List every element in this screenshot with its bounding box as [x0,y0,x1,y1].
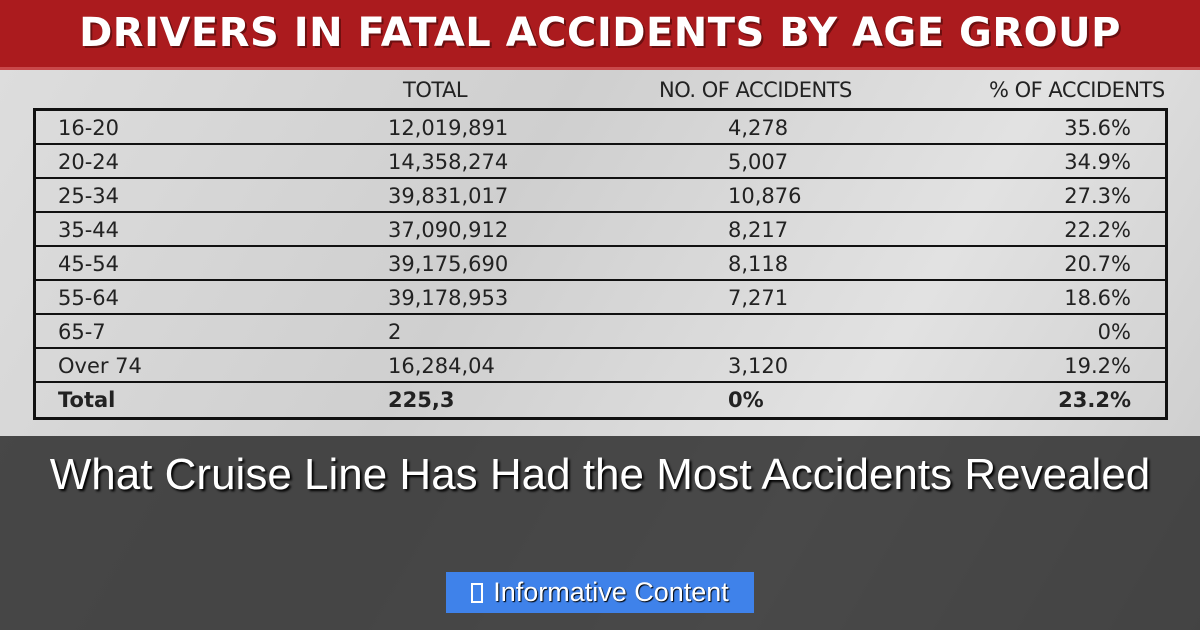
cell-pct: 20.7% [1064,252,1131,276]
caption-title: What Cruise Line Has Had the Most Accide… [49,450,1151,499]
cell-age: 35-44 [58,218,120,242]
cell-total: 37,090,912 [388,218,509,242]
table-row: Over 74 16,284,04 3,120 19.2% [36,349,1165,383]
cell-pct: 22.2% [1064,218,1131,242]
cell-total: 39,175,690 [388,252,509,276]
cell-total: 16,284,04 [388,354,495,378]
cell-total: 14,358,274 [388,150,509,174]
cell-accidents: 0% [728,388,764,412]
cell-pct: 27.3% [1064,184,1131,208]
table-row: 65-7 2 0% [36,315,1165,349]
page-title: DRIVERS IN FATAL ACCIDENTS BY AGE GROUP [79,10,1121,56]
column-header-accidents: NO. OF ACCIDENTS [659,78,852,102]
column-header-total: TOTAL [403,78,468,102]
category-badge[interactable]: Informative Content [446,572,754,613]
cell-age: 20-24 [58,150,120,174]
cell-age: 55-64 [58,286,120,310]
data-table: 16-20 12,019,891 4,278 35.6% 20-24 14,358,274… [33,108,1168,420]
cell-accidents: 4,278 [728,116,789,140]
cell-pct: 23.2% [1058,388,1131,412]
cell-age: 16-20 [58,116,120,140]
cell-age: Total [58,388,116,412]
cell-pct: 18.6% [1064,286,1131,310]
cell-age: Over 74 [58,354,142,378]
table-row: 25-34 39,831,017 10,876 27.3% [36,179,1165,213]
cell-accidents: 3,120 [728,354,789,378]
cell-total: 39,178,953 [388,286,509,310]
cell-total: 39,831,017 [388,184,509,208]
table-row: 55-64 39,178,953 7,271 18.6% [36,281,1165,315]
cell-age: 45-54 [58,252,120,276]
badge-label: Informative Content [493,577,729,607]
cell-pct: 35.6% [1064,116,1131,140]
cell-accidents: 8,217 [728,218,789,242]
table-row: Total 225,3 0% 23.2% [36,383,1165,417]
column-header-percent: % OF ACCIDENTS [989,78,1165,102]
cell-pct: 19.2% [1064,354,1131,378]
cell-accidents: 10,876 [728,184,802,208]
table-row: 35-44 37,090,912 8,217 22.2% [36,213,1165,247]
header-banner: DRIVERS IN FATAL ACCIDENTS BY AGE GROUP [0,0,1200,70]
cell-pct: 34.9% [1064,150,1131,174]
table-row: 16-20 12,019,891 4,278 35.6% [36,111,1165,145]
cell-pct: 0% [1097,320,1131,344]
cell-age: 65-7 [58,320,106,344]
info-icon [471,582,484,603]
cell-accidents: 7,271 [728,286,789,310]
cell-total: 12,019,891 [388,116,509,140]
cell-age: 25-34 [58,184,120,208]
cell-total: 225,3 [388,388,455,412]
cell-accidents: 8,118 [728,252,789,276]
table-row: 45-54 39,175,690 8,118 20.7% [36,247,1165,281]
cell-total: 2 [388,320,402,344]
cell-accidents: 5,007 [728,150,789,174]
table-row: 20-24 14,358,274 5,007 34.9% [36,145,1165,179]
